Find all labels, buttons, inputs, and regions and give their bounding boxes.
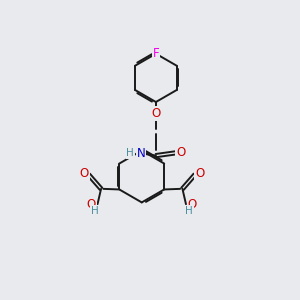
Text: O: O (195, 167, 204, 180)
Text: H: H (185, 206, 193, 216)
Text: H: H (91, 206, 98, 216)
Text: H: H (126, 148, 134, 158)
Text: N: N (137, 147, 146, 160)
Text: O: O (176, 146, 185, 159)
Text: F: F (153, 46, 159, 60)
Text: O: O (151, 107, 160, 120)
Text: O: O (86, 198, 96, 211)
Text: O: O (188, 198, 197, 211)
Text: O: O (80, 167, 88, 180)
